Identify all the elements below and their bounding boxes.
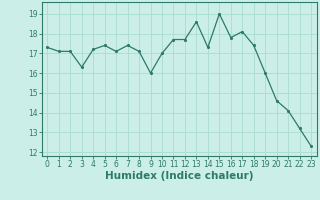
X-axis label: Humidex (Indice chaleur): Humidex (Indice chaleur) — [105, 171, 253, 181]
